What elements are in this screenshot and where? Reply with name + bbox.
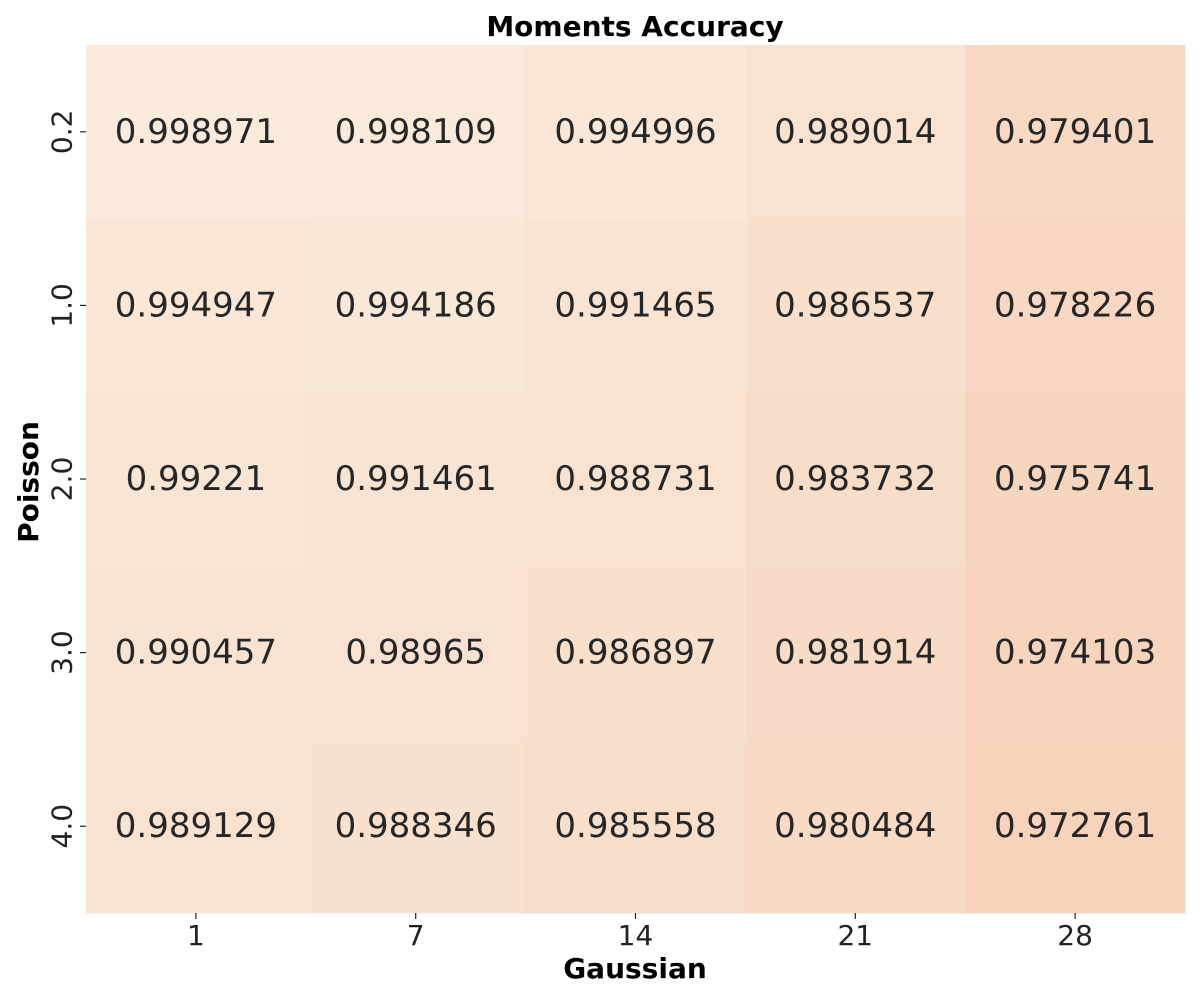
heatmap-cell — [86, 739, 307, 914]
chart-title: Moments Accuracy — [486, 10, 783, 43]
heatmap-cell — [745, 45, 966, 220]
cell-value-label: 0.985558 — [554, 806, 716, 846]
cell-value-label: 0.986897 — [554, 633, 716, 673]
y-tick-label: 0.2 — [46, 110, 79, 155]
cell-value-label: 0.989014 — [774, 112, 936, 152]
heatmap-cell — [965, 565, 1186, 740]
x-tick-label: 14 — [618, 919, 654, 952]
heatmap-cell — [745, 739, 966, 914]
heatmap-cell — [86, 565, 307, 740]
cell-value-label: 0.990457 — [115, 633, 277, 673]
cell-value-label: 0.983732 — [774, 459, 936, 499]
heatmap-cell — [965, 392, 1186, 567]
x-axis-label: Gaussian — [563, 952, 707, 985]
x-tick-label: 28 — [1057, 919, 1093, 952]
heatmap-cell — [86, 218, 307, 393]
cell-value-label: 0.98965 — [345, 633, 486, 673]
x-axis-ticks: 1 7 14 21 28 — [187, 913, 1093, 952]
heatmap-cell — [745, 392, 966, 567]
heatmap-cell — [965, 45, 1186, 220]
cell-value-label: 0.991465 — [554, 285, 716, 325]
heatmap-cell — [305, 392, 527, 567]
cell-value-label: 0.99221 — [126, 459, 267, 499]
cell-value-label: 0.972761 — [994, 806, 1156, 846]
heatmap-cell — [965, 739, 1186, 914]
heatmap-cell — [86, 392, 307, 567]
x-tick-label: 21 — [837, 919, 873, 952]
cell-value-label: 0.978226 — [994, 285, 1156, 325]
y-tick-label: 4.0 — [46, 804, 79, 849]
y-axis-ticks: 0.2 1.0 2.0 3.0 4.0 — [46, 110, 86, 849]
heatmap-cell — [305, 218, 527, 393]
x-tick-label: 1 — [187, 919, 205, 952]
cell-value-label: 0.988731 — [554, 459, 716, 499]
cell-value-label: 0.994996 — [554, 112, 716, 152]
cell-value-label: 0.991461 — [335, 459, 497, 499]
cell-value-label: 0.994947 — [115, 285, 277, 325]
cell-value-label: 0.981914 — [774, 633, 936, 673]
y-tick-label: 3.0 — [46, 630, 79, 675]
y-tick-label: 2.0 — [46, 457, 79, 502]
heatmap-cell — [305, 565, 527, 740]
cell-value-label: 0.979401 — [994, 112, 1156, 152]
cell-value-label: 0.974103 — [994, 633, 1156, 673]
heatmap-cell — [525, 45, 746, 220]
x-tick-label: 7 — [407, 919, 425, 952]
cell-value-label: 0.975741 — [994, 459, 1156, 499]
heatmap-cell — [745, 218, 966, 393]
cell-value-label: 0.988346 — [335, 806, 497, 846]
heatmap-cell — [525, 739, 746, 914]
cell-value-label: 0.998109 — [335, 112, 497, 152]
cell-value-label: 0.980484 — [774, 806, 936, 846]
cell-value-label: 0.994186 — [335, 285, 497, 325]
heatmap-cell — [525, 565, 746, 740]
y-axis-label: Poisson — [12, 421, 45, 543]
cell-value-label: 0.986537 — [774, 285, 936, 325]
heatmap-cells: 0.998971 0.998109 0.994996 0.989014 0.979401… — [86, 45, 1186, 914]
heatmap-cell — [965, 218, 1186, 393]
heatmap-cell — [305, 45, 527, 220]
cell-value-label: 0.989129 — [115, 806, 277, 846]
cell-value-label: 0.998971 — [115, 112, 277, 152]
heatmap-cell — [525, 392, 746, 567]
heatmap-cell — [86, 45, 307, 220]
y-tick-label: 1.0 — [46, 283, 79, 328]
heatmap-cell — [745, 565, 966, 740]
heatmap-cell — [305, 739, 527, 914]
heatmap-cell — [525, 218, 746, 393]
